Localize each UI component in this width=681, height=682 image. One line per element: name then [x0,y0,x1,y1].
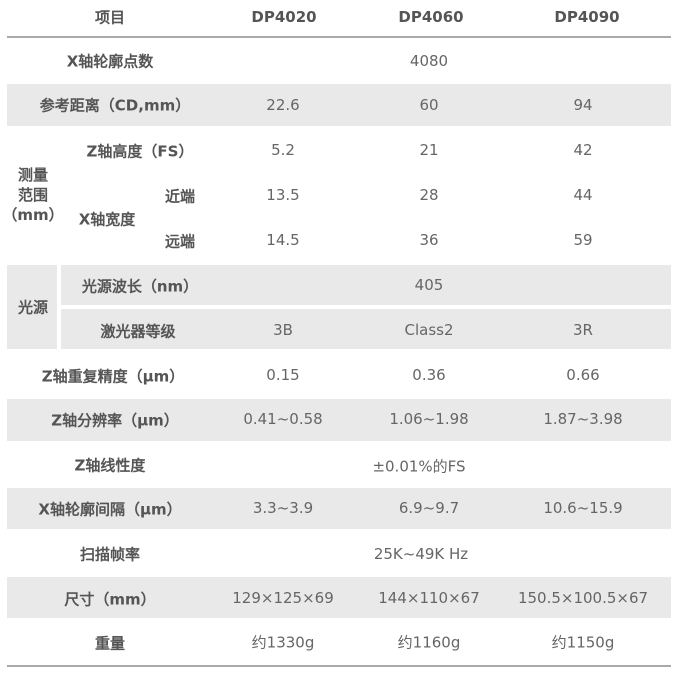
row-band [61,265,671,305]
group-label-line: 测量 [17,166,49,184]
cell: Class2 [404,321,454,339]
bottom-divider [7,665,671,667]
row-sublabel: 近端 [164,187,196,206]
cell: 6.9~9.7 [398,499,460,517]
cell: 42 [573,141,593,159]
group-label-light: 光源 [17,298,49,317]
row-sublabel: 远端 [164,232,196,251]
row-label: Z轴线性度 [74,456,146,475]
cell: 21 [419,141,439,159]
header-item: 项目 [94,8,126,27]
row-band [7,265,57,349]
cell: 22.6 [266,96,300,114]
cell: ±0.01%的FS [372,457,466,476]
cell: 28 [419,186,439,204]
cell: 5.2 [271,141,295,159]
row-label: Z轴高度（FS） [86,142,194,161]
cell: 129×125×69 [232,589,334,607]
row-label: Z轴分辨率（μm） [51,411,179,430]
cell: 约1330g [251,633,315,652]
header-model: DP4090 [554,8,620,26]
cell: 59 [573,231,593,249]
cell: 4080 [409,52,449,70]
row-label: 参考距离（CD,mm） [39,96,191,115]
cell: 36 [419,231,439,249]
row-band [61,309,671,349]
group-label-line: 范围 [17,186,49,204]
row-label: 激光器等级 [100,322,176,341]
cell: 13.5 [266,186,300,204]
group-label-range: 测量 范围 （mm） [2,165,63,225]
header-model: DP4020 [251,8,317,26]
cell: 10.6~15.9 [543,499,623,517]
row-band [7,577,671,618]
header-model: DP4060 [398,8,464,26]
cell: 3R [573,321,593,339]
header-divider [7,36,671,38]
cell: 44 [573,186,593,204]
cell: 0.41~0.58 [243,410,323,428]
cell: 0.36 [412,366,446,384]
row-label: Z轴重复精度（μm） [41,367,185,386]
row-label: 尺寸（mm） [64,590,156,609]
cell: 3.3~3.9 [252,499,314,517]
group-label-line: （mm） [2,206,64,224]
cell: 405 [414,276,444,294]
cell: 3B [273,321,293,339]
cell: 150.5×100.5×67 [517,589,649,607]
cell: 60 [419,96,439,114]
cell: 25K~49K Hz [373,545,469,563]
row-label: X轴宽度 [78,210,136,229]
row-label: X轴轮廓间隔（μm） [38,500,182,519]
row-band [7,84,671,126]
row-label: X轴轮廓点数 [66,52,154,71]
row-band [7,399,671,441]
cell: 1.06~1.98 [389,410,469,428]
cell: 0.66 [566,366,600,384]
cell: 0.15 [266,366,300,384]
row-label: 光源波长（nm） [81,277,199,296]
cell: 94 [573,96,593,114]
row-band [7,488,671,529]
row-label: 重量 [94,634,126,653]
cell: 14.5 [266,231,300,249]
row-label: 扫描帧率 [79,545,141,564]
cell: 144×110×67 [378,589,480,607]
cell: 约1150g [551,633,615,652]
cell: 1.87~3.98 [543,410,623,428]
cell: 约1160g [397,633,461,652]
